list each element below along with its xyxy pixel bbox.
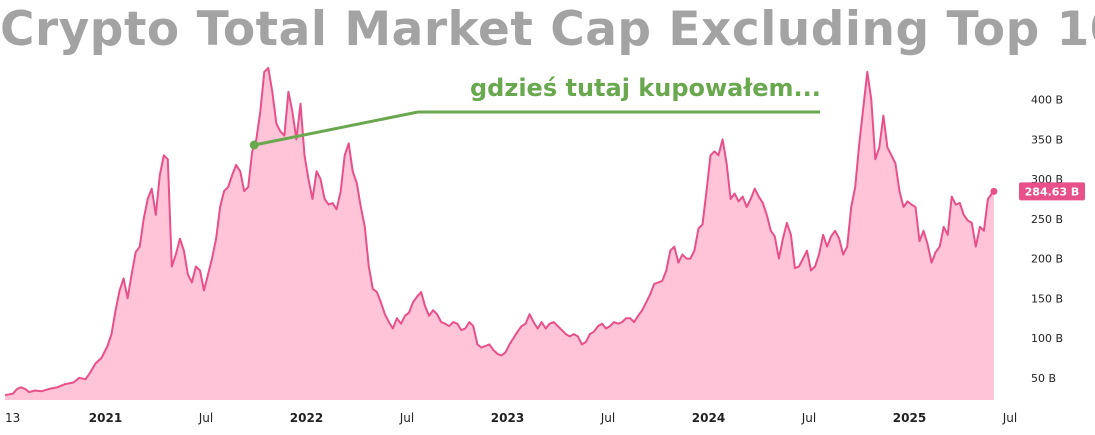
y-tick-label: 100 B: [1031, 332, 1063, 345]
series-area-fill: [5, 67, 994, 401]
x-tick-label: Jul: [198, 411, 213, 425]
x-tick-label: 13: [5, 411, 20, 425]
x-tick-label: 2024: [692, 411, 725, 425]
x-tick-label: 2022: [290, 411, 323, 425]
x-tick-label: 2025: [893, 411, 926, 425]
y-tick-label: 350 B: [1031, 133, 1063, 146]
chart-title: Crypto Total Market Cap Excluding Top 10: [0, 2, 1095, 57]
x-tick-label: Jul: [399, 411, 414, 425]
x-tick-label: 2021: [89, 411, 122, 425]
y-tick-label: 50 B: [1031, 372, 1056, 385]
annotation-point-marker: [249, 140, 259, 150]
y-tick-label: 250 B: [1031, 213, 1063, 226]
y-tick-label: 200 B: [1031, 253, 1063, 266]
x-tick-label: Jul: [801, 411, 816, 425]
annotation-pointer-line: [253, 110, 820, 147]
y-tick-label: 400 B: [1031, 94, 1063, 107]
y-tick-label: 150 B: [1031, 292, 1063, 305]
last-value-badge: [1019, 182, 1085, 201]
x-tick-label: Jul: [1002, 411, 1017, 425]
last-point-marker: [990, 187, 998, 195]
series-line: [4, 66, 995, 397]
x-tick-label: Jul: [600, 411, 615, 425]
annotation-text: gdzieś tutaj kupowałem...: [470, 74, 821, 102]
last-value-label: 284.63 B: [1025, 185, 1080, 198]
x-tick-label: 2023: [491, 411, 524, 425]
